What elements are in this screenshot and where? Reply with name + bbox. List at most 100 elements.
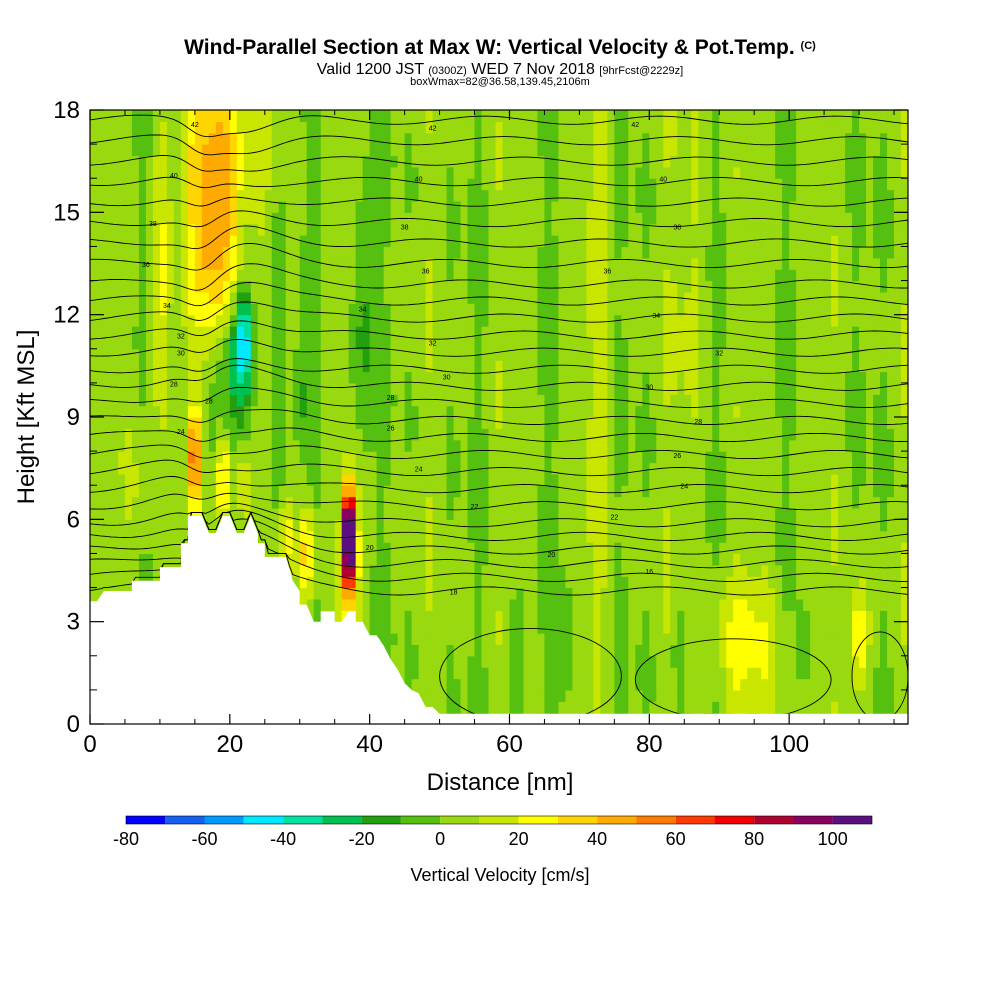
velocity-cell (565, 189, 574, 202)
velocity-cell (460, 417, 469, 429)
velocity-cell (628, 144, 636, 157)
velocity-cell (691, 519, 699, 532)
velocity-cell (635, 462, 643, 475)
velocity-cell (516, 110, 525, 122)
velocity-cell (642, 564, 650, 577)
velocity-cell (397, 371, 406, 384)
velocity-cell (586, 337, 594, 350)
velocity-cell (383, 564, 392, 577)
velocity-cell (411, 280, 420, 293)
velocity-cell (229, 496, 238, 509)
velocity-cell (138, 110, 147, 122)
velocity-cell (628, 360, 636, 373)
velocity-cell (159, 473, 168, 486)
velocity-cell (397, 417, 406, 429)
velocity-cell (117, 371, 126, 384)
velocity-cell (166, 144, 175, 157)
velocity-cell (453, 678, 462, 691)
velocity-cell (481, 473, 490, 486)
velocity-cell (257, 485, 266, 498)
velocity-cell (432, 542, 441, 555)
velocity-cell (166, 280, 175, 293)
velocity-cell (733, 507, 741, 520)
velocity-cell (600, 576, 608, 589)
velocity-cell (663, 314, 671, 327)
velocity-cell (138, 485, 147, 498)
velocity-cell (236, 473, 245, 486)
velocity-cell (488, 417, 497, 429)
velocity-cell (502, 473, 511, 486)
velocity-cell (215, 485, 224, 498)
velocity-cell (614, 655, 622, 668)
velocity-cell (376, 428, 385, 441)
velocity-cell (327, 155, 336, 168)
velocity-cell (516, 451, 525, 464)
velocity-cell (110, 155, 119, 168)
velocity-cell (607, 405, 615, 418)
velocity-cell (677, 132, 685, 145)
velocity-cell (278, 178, 287, 191)
velocity-cell (551, 314, 560, 327)
velocity-cell (306, 587, 315, 600)
velocity-cell (628, 507, 636, 520)
velocity-cell (600, 530, 608, 543)
velocity-cell (649, 621, 657, 634)
velocity-cell (285, 314, 294, 327)
velocity-cell (334, 485, 343, 498)
velocity-cell (411, 326, 420, 339)
velocity-cell (271, 121, 280, 134)
velocity-cell (502, 507, 511, 520)
velocity-cell (103, 428, 112, 441)
velocity-cell (390, 405, 399, 418)
velocity-cell (432, 269, 441, 282)
velocity-cell (278, 496, 287, 509)
velocity-cell (404, 303, 413, 316)
velocity-cell (313, 223, 322, 236)
velocity-cell (460, 212, 469, 225)
velocity-cell (341, 587, 350, 600)
velocity-cell (418, 417, 427, 429)
velocity-cell (418, 428, 427, 441)
velocity-cell (313, 382, 322, 395)
velocity-cell (201, 189, 210, 202)
velocity-cell (600, 405, 608, 418)
velocity-cell (649, 553, 657, 566)
velocity-cell (698, 371, 706, 384)
velocity-cell (712, 291, 720, 304)
velocity-cell (600, 610, 608, 623)
velocity-cell (628, 633, 636, 646)
velocity-cell (705, 155, 713, 168)
velocity-cell (383, 473, 392, 486)
velocity-cell (117, 223, 126, 236)
velocity-cell (446, 405, 455, 418)
velocity-cell (201, 382, 210, 395)
velocity-cell (404, 473, 413, 486)
velocity-cell (565, 610, 574, 623)
velocity-cell (684, 269, 692, 282)
velocity-cell (670, 269, 678, 282)
velocity-cell (551, 564, 560, 577)
velocity-cell (502, 360, 511, 373)
velocity-cell (90, 269, 98, 282)
velocity-cell (481, 633, 490, 646)
velocity-cell (348, 428, 357, 441)
velocity-cell (565, 587, 574, 600)
velocity-cell (201, 439, 210, 452)
velocity-cell (474, 200, 483, 213)
velocity-cell (418, 144, 427, 157)
velocity-cell (558, 371, 567, 384)
velocity-cell (152, 178, 161, 191)
velocity-cell (418, 314, 427, 327)
velocity-cell (418, 530, 427, 543)
velocity-cell (607, 519, 615, 532)
velocity-cell (166, 303, 175, 316)
velocity-cell (677, 405, 685, 418)
velocity-cell (418, 246, 427, 259)
velocity-cell (306, 223, 315, 236)
velocity-cell (719, 314, 727, 327)
velocity-cell (642, 405, 650, 418)
velocity-cell (355, 212, 364, 225)
velocity-cell (124, 110, 133, 122)
velocity-cell (166, 212, 175, 225)
velocity-cell (467, 303, 476, 316)
